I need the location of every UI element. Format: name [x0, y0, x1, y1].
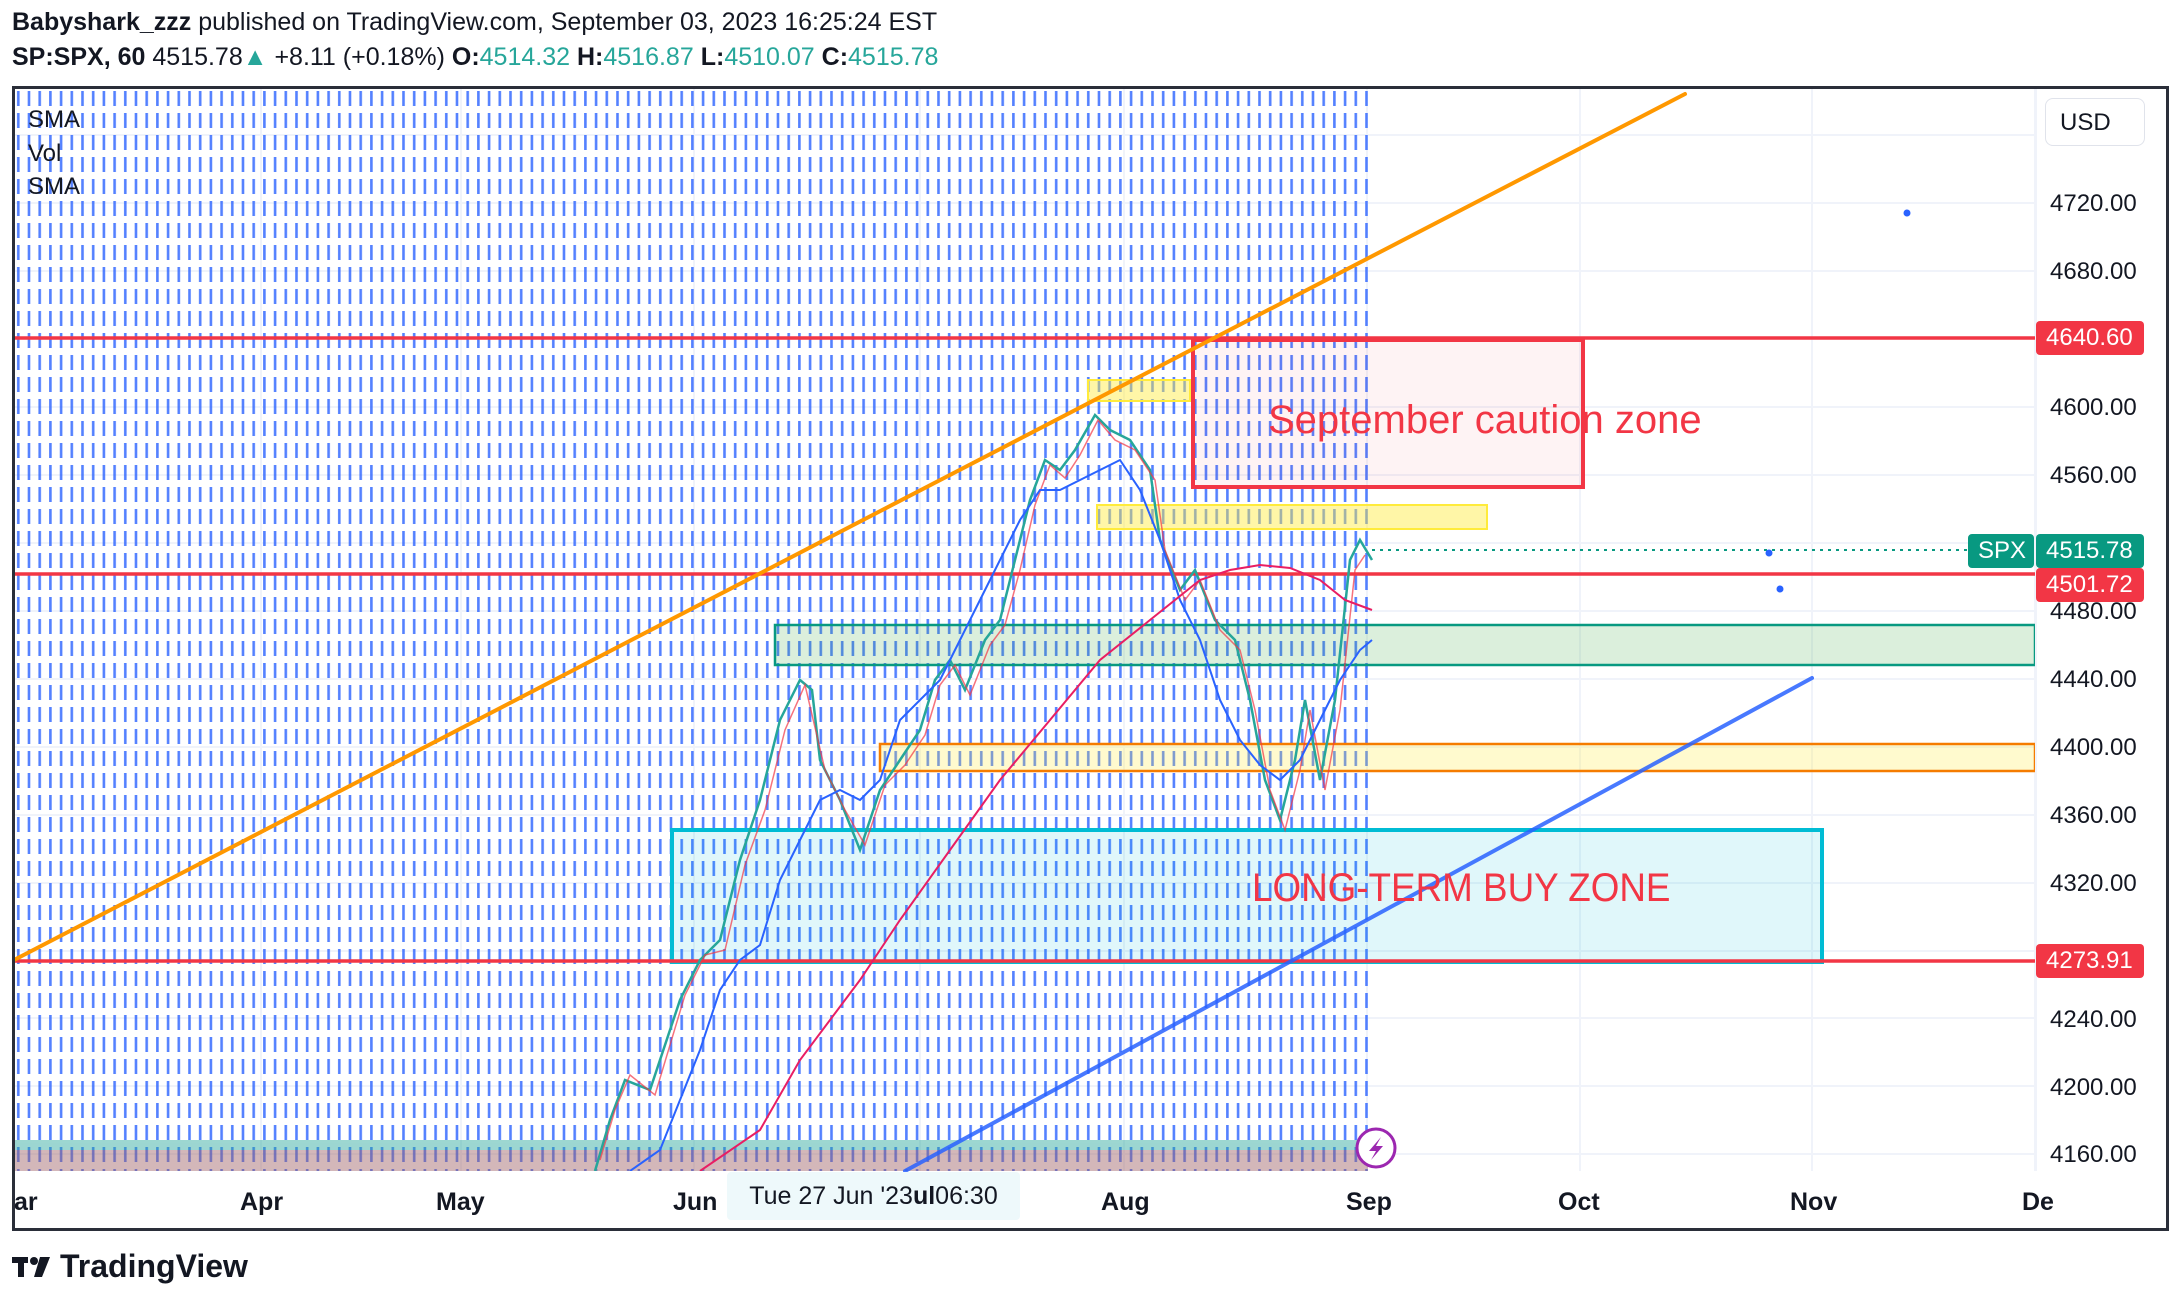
caution-zone-label[interactable]: September caution zone — [1268, 398, 1702, 442]
price-path — [593, 412, 1374, 1171]
published-text: published on TradingView.com, September … — [198, 8, 938, 36]
close-value: 4515.78 — [848, 43, 939, 71]
sma-slow-line — [699, 563, 1373, 1171]
price-tick: 4600.00 — [2050, 394, 2137, 421]
marker-dot — [1903, 209, 1911, 217]
up-arrow-icon: ▲ — [242, 43, 268, 71]
legend-vol[interactable]: Vol — [28, 140, 62, 167]
time-label: Sep — [1346, 1188, 1392, 1216]
price-tick: 4360.00 — [2050, 802, 2137, 829]
time-label: Apr — [240, 1188, 284, 1216]
price-tick: 4240.00 — [2050, 1006, 2137, 1033]
blue-trendline — [903, 676, 1814, 1173]
symbol-ohlc: SP:SPX, 60 4515.78▲ +8.11 (+0.18%) O:451… — [12, 43, 938, 72]
high-value: 4516.87 — [603, 43, 694, 71]
yellow-zone-top — [1087, 379, 1191, 402]
orange-trendline — [12, 92, 1687, 962]
last-price: 4515.78 — [152, 43, 243, 71]
price-tick: 4400.00 — [2050, 734, 2137, 761]
crosshair-time-label: Tue 27 Jun '23ul06:30 — [727, 1172, 1020, 1220]
currency-selector[interactable]: USD — [2045, 98, 2145, 146]
open-label: O: — [451, 43, 480, 71]
legend-sma-2[interactable]: SMA — [28, 173, 81, 200]
time-label: Oct — [1558, 1188, 1600, 1216]
symbol: SP:SPX, 60 — [12, 43, 146, 71]
change: +8.11 (+0.18%) — [274, 43, 445, 71]
symbol-tag: SPX — [1968, 534, 2034, 568]
lightning-signal-icon[interactable] — [1355, 1127, 1397, 1169]
price-tick: 4480.00 — [2050, 598, 2137, 625]
price-tick: 4320.00 — [2050, 870, 2137, 897]
level-tag-4640: 4640.60 — [2036, 321, 2144, 355]
marker-dot — [1765, 549, 1773, 557]
session-breaks-pattern — [15, 89, 1368, 1171]
open-value: 4514.32 — [479, 43, 571, 71]
high-label: H: — [576, 43, 604, 71]
price-tick: 4160.00 — [2050, 1141, 2137, 1168]
buy-zone-label[interactable]: LONG-TERM BUY ZONE — [1252, 866, 1671, 910]
marker-dot — [1776, 585, 1784, 593]
author[interactable]: Babyshark_zzz — [12, 8, 192, 36]
price-tick: 4720.00 — [2050, 190, 2137, 217]
level-tag-4273: 4273.91 — [2036, 944, 2144, 978]
legend-sma-1[interactable]: SMA — [28, 106, 81, 133]
brand-name: TradingView — [60, 1248, 248, 1284]
price-tick: 4440.00 — [2050, 666, 2137, 693]
price-path-down — [599, 418, 1366, 1161]
price-tick: 4200.00 — [2050, 1074, 2137, 1101]
tradingview-logo[interactable]: TradingView — [12, 1248, 248, 1285]
publish-info: Babyshark_zzz published on TradingView.c… — [12, 8, 937, 37]
low-value: 4510.07 — [724, 43, 815, 71]
time-label: Jun — [673, 1188, 718, 1216]
close-label: C: — [821, 43, 849, 71]
low-label: L: — [700, 43, 725, 71]
caution-zone-box — [1191, 338, 1585, 489]
buy-zone-box — [670, 828, 1824, 964]
price-tick: 4680.00 — [2050, 258, 2137, 285]
level-tag-4501: 4501.72 — [2036, 568, 2144, 602]
time-label: Nov — [1790, 1188, 1838, 1216]
last-price-tag: 4515.78 — [2036, 534, 2144, 568]
time-label: Aug — [1101, 1188, 1150, 1216]
time-label: ar — [14, 1188, 38, 1216]
volume-bars — [15, 1140, 1368, 1171]
chart-frame — [12, 86, 2169, 1231]
time-label: De — [2022, 1188, 2054, 1216]
tradingview-logo-icon — [12, 1256, 50, 1277]
time-label: May — [436, 1188, 485, 1216]
sma-fast-line — [629, 458, 1373, 1171]
price-tick: 4560.00 — [2050, 462, 2137, 489]
